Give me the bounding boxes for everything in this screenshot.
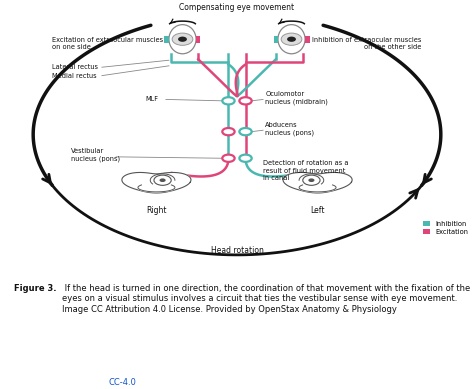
Circle shape — [239, 97, 252, 105]
Text: Lateral rectus: Lateral rectus — [52, 64, 98, 70]
Text: Detection of rotation as a
result of fluid movement
in canal: Detection of rotation as a result of flu… — [263, 160, 348, 181]
Circle shape — [172, 33, 193, 46]
Circle shape — [154, 175, 171, 185]
Text: Abducens
nucleus (pons): Abducens nucleus (pons) — [265, 122, 315, 136]
Text: Inhibition of extraocular muscles
on the other side: Inhibition of extraocular muscles on the… — [312, 37, 422, 50]
Text: Oculomotor
nucleus (midbrain): Oculomotor nucleus (midbrain) — [265, 91, 328, 105]
Circle shape — [178, 37, 187, 42]
Polygon shape — [138, 185, 175, 192]
Circle shape — [159, 179, 166, 182]
Circle shape — [222, 154, 235, 162]
Text: Excitation of extraocular muscles
on one side: Excitation of extraocular muscles on one… — [52, 37, 163, 50]
FancyBboxPatch shape — [305, 35, 310, 43]
Text: MLF: MLF — [146, 96, 159, 102]
Text: Medial rectus: Medial rectus — [52, 73, 97, 79]
Circle shape — [281, 33, 302, 46]
Text: Figure 3.: Figure 3. — [14, 284, 57, 293]
Circle shape — [303, 175, 320, 185]
Text: Left: Left — [310, 206, 325, 215]
Circle shape — [309, 179, 315, 182]
Text: Right: Right — [146, 206, 167, 215]
Text: If the head is turned in one direction, the coordination of that movement with t: If the head is turned in one direction, … — [63, 284, 471, 314]
Text: Vestibular
nucleus (pons): Vestibular nucleus (pons) — [71, 149, 120, 163]
Circle shape — [287, 37, 296, 42]
Ellipse shape — [169, 25, 196, 54]
Circle shape — [222, 97, 235, 105]
Text: Head rotation: Head rotation — [210, 246, 264, 255]
Polygon shape — [299, 185, 336, 192]
Legend: Inhibition, Excitation: Inhibition, Excitation — [420, 218, 471, 238]
FancyBboxPatch shape — [273, 35, 278, 43]
Text: Compensating eye movement: Compensating eye movement — [180, 2, 294, 12]
Polygon shape — [122, 172, 191, 193]
Ellipse shape — [278, 25, 305, 54]
Circle shape — [239, 154, 252, 162]
Text: CC-4.0: CC-4.0 — [109, 378, 137, 387]
FancyBboxPatch shape — [196, 35, 201, 43]
FancyBboxPatch shape — [164, 35, 169, 43]
Circle shape — [222, 128, 235, 135]
Circle shape — [239, 128, 252, 135]
Polygon shape — [283, 172, 352, 193]
